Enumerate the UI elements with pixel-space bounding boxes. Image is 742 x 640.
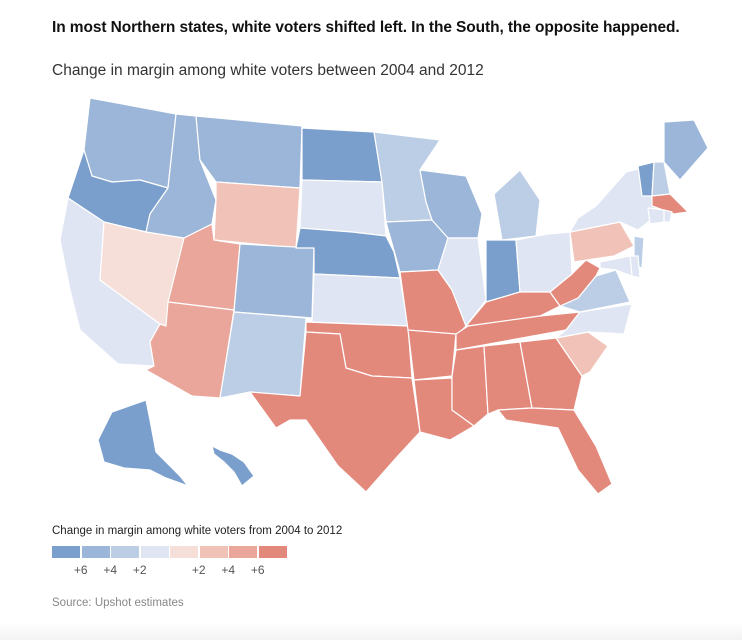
legend-swatch-dem4 (81, 546, 110, 558)
state-MS[interactable] (451, 345, 489, 427)
legend-title: Change in margin among white voters from… (52, 525, 343, 537)
state-GA[interactable] (519, 337, 583, 411)
legend-color-bar (52, 546, 288, 558)
legend-swatch-rep4 (229, 546, 257, 558)
state-NH[interactable] (651, 161, 671, 197)
state-IN[interactable] (485, 239, 521, 303)
state-MI[interactable] (493, 169, 541, 241)
state-HI[interactable] (211, 445, 255, 487)
state-NM[interactable] (219, 311, 307, 399)
legend-swatch-dem0 (140, 546, 169, 558)
state-WA[interactable] (83, 97, 177, 189)
legend-tick-label: +4 (103, 563, 118, 577)
state-AR[interactable] (407, 329, 457, 381)
legend-swatch-rep0 (170, 546, 198, 558)
state-WV[interactable] (549, 259, 601, 307)
subtitle: Change in margin among white voters betw… (52, 62, 484, 79)
legend-tick-labels: +6 +4 +2 +2 +4 +6 (52, 563, 292, 579)
bottom-fade (0, 622, 742, 640)
state-MA[interactable] (651, 193, 689, 215)
state-TX[interactable] (249, 331, 421, 493)
state-RI[interactable] (663, 209, 673, 223)
legend-tick-label: +2 (191, 563, 206, 577)
source-note: Source: Upshot estimates (52, 597, 184, 609)
state-AK[interactable] (97, 399, 189, 487)
state-SD[interactable] (299, 179, 387, 237)
headline: In most Northern states, white voters sh… (52, 19, 680, 36)
legend-tick-label: +6 (73, 563, 88, 577)
legend-swatch-dem2 (111, 546, 139, 558)
state-KS[interactable] (311, 273, 409, 327)
legend-tick-label: +6 (250, 563, 265, 577)
state-ND[interactable] (301, 127, 383, 183)
state-ME[interactable] (663, 119, 709, 181)
state-MD[interactable] (599, 255, 633, 277)
legend-swatch-rep6 (258, 546, 287, 558)
state-WY[interactable] (213, 181, 301, 249)
state-FL[interactable] (497, 407, 613, 495)
legend-tick-label: +4 (221, 563, 236, 577)
state-CO[interactable] (233, 243, 315, 319)
legend-swatch-rep2 (199, 546, 228, 558)
legend-swatch-dem6 (52, 546, 80, 558)
state-MT[interactable] (195, 115, 303, 189)
legend-tick-label: +2 (132, 563, 147, 577)
state-CT[interactable] (647, 207, 665, 225)
